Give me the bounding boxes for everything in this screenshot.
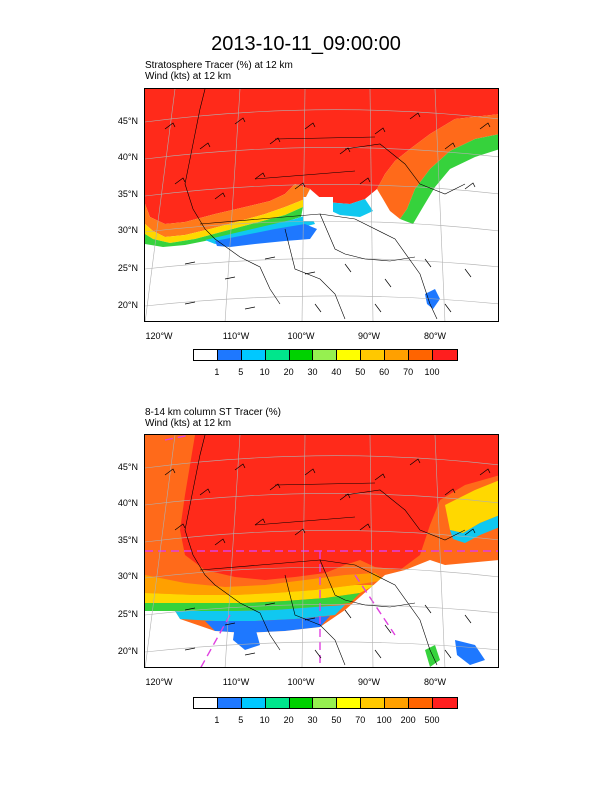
colorbar-tick-label: 5 xyxy=(238,367,244,377)
panel1-subtitle-line2: Wind (kts) at 12 km xyxy=(145,71,232,82)
panel1-colorbar-box xyxy=(385,350,410,360)
panel1-colorbar-box xyxy=(289,350,314,360)
panel1-white-box xyxy=(303,197,333,221)
panel1-colorbar-box xyxy=(241,350,266,360)
colorbar-tick-label: 20 xyxy=(283,715,294,725)
panel2-atlantic-tongue xyxy=(445,480,498,533)
panel1-colorbar-box xyxy=(194,350,218,360)
panel2-lat-40: 40°N xyxy=(117,498,138,508)
colorbar-tick-label: 30 xyxy=(307,715,318,725)
panel1-subtitle-line1: Stratosphere Tracer (%) at 12 km xyxy=(145,60,293,71)
panel2-map-svg xyxy=(145,435,498,667)
panel2-subtitle-line1: 8-14 km column ST Tracer (%) xyxy=(145,407,281,418)
panel2-lat-20: 20°N xyxy=(117,646,138,656)
panel1-colorbar-box xyxy=(432,350,457,360)
colorbar-tick-label: 100 xyxy=(376,715,392,725)
panel1-coastlines xyxy=(184,89,466,320)
map-title: 2013-10-11_09:00:00 xyxy=(211,33,401,55)
panel1-green-edge xyxy=(145,207,303,247)
panel1-colorbar-box xyxy=(337,350,362,360)
panel2-lat-45: 45°N xyxy=(117,462,138,472)
panel1-lat-20: 20°N xyxy=(117,300,138,310)
panel2-gulf-white xyxy=(145,560,498,667)
colorbar-tick-label: 200 xyxy=(400,715,416,725)
panel2-lon-110: 110°W xyxy=(222,677,250,687)
panel1-lat-45: 45°N xyxy=(117,116,138,126)
panel2-lon-100: 100°W xyxy=(287,677,315,687)
colorbar-tick-label: 10 xyxy=(259,715,270,725)
panel2-map xyxy=(144,434,499,668)
panel2-colorbar-box xyxy=(409,698,433,708)
colorbar-tick-label: 500 xyxy=(424,715,440,725)
panel1-blue-patch xyxy=(215,224,317,247)
panel2-lat-25: 25°N xyxy=(117,609,138,619)
panel1-lon-90: 90°W xyxy=(357,331,381,341)
colorbar-tick-label: 50 xyxy=(331,715,342,725)
panel2-colorbar-box xyxy=(337,698,362,708)
panel1-colorbar xyxy=(193,349,458,361)
panel1-lat-25: 25°N xyxy=(117,263,138,273)
panel1-colorbar-box xyxy=(217,350,242,360)
panel1-colorbar-box xyxy=(409,350,433,360)
colorbar-tick-label: 60 xyxy=(379,367,390,377)
panel2-colorbar-box xyxy=(385,698,410,708)
panel2-yellow-band xyxy=(145,585,375,603)
panel1-lat-30: 30°N xyxy=(117,225,138,235)
panel2-green-band xyxy=(145,593,360,611)
panel2-colorbar xyxy=(193,697,458,709)
panel1-lon-110: 110°W xyxy=(222,331,250,341)
panel1-map-svg xyxy=(145,89,498,321)
panel2-colorbar-box xyxy=(241,698,266,708)
panel2-colorbar-box xyxy=(194,698,218,708)
panel2-colorbar-box xyxy=(361,698,386,708)
colorbar-tick-label: 5 xyxy=(238,715,244,725)
panel2-lon-90: 90°W xyxy=(357,677,381,687)
panel1-lon-100: 100°W xyxy=(287,331,315,341)
panel1-lon-120: 120°W xyxy=(145,331,173,341)
colorbar-tick-label: 1 xyxy=(214,367,220,377)
panel1-orange-edge xyxy=(145,184,310,237)
colorbar-tick-label: 70 xyxy=(355,715,366,725)
panel2-colorbar-box xyxy=(313,698,338,708)
panel2-colorbar-box xyxy=(289,698,314,708)
panel1-colorbar-box xyxy=(361,350,386,360)
panel1-lakes-cyan xyxy=(325,199,373,217)
panel1-lat-40: 40°N xyxy=(117,152,138,162)
panel1-map xyxy=(144,88,499,322)
panel2-lon-120: 120°W xyxy=(145,677,173,687)
panel2-caribbean-patch xyxy=(455,640,485,665)
panel1-lat-35: 35°N xyxy=(117,189,138,199)
panel1-wind-barbs xyxy=(164,112,491,313)
colorbar-tick-label: 30 xyxy=(307,367,318,377)
panel1-northeast-green xyxy=(400,134,498,224)
panel2-dashed-box xyxy=(145,435,498,667)
panel1-northeast-tongue xyxy=(377,114,498,219)
colorbar-tick-label: 40 xyxy=(331,367,342,377)
panel1-yellow-edge xyxy=(145,199,305,243)
panel1-colorbar-box xyxy=(313,350,338,360)
panel2-wind-barbs xyxy=(164,458,491,659)
colorbar-tick-label: 70 xyxy=(403,367,414,377)
panel2-lon-80: 80°W xyxy=(423,677,447,687)
panel1-lon-80: 80°W xyxy=(423,331,447,341)
panel2-lat-35: 35°N xyxy=(117,535,138,545)
panel2-lat-30: 30°N xyxy=(117,571,138,581)
colorbar-tick-label: 50 xyxy=(355,367,366,377)
colorbar-tick-label: 10 xyxy=(259,367,270,377)
panel2-coastlines xyxy=(184,435,466,666)
panel2-red-core xyxy=(180,435,498,580)
panel2-colorbar-box xyxy=(265,698,290,708)
panel2-light-orange xyxy=(145,573,385,595)
panel2-colorbar-box xyxy=(217,698,242,708)
panel2-subtitle-line2: Wind (kts) at 12 km xyxy=(145,418,232,429)
panel1-colorbar-box xyxy=(265,350,290,360)
colorbar-tick-label: 100 xyxy=(424,367,440,377)
colorbar-tick-label: 1 xyxy=(214,715,220,725)
panel2-colorbar-box xyxy=(432,698,457,708)
panel1-graticule xyxy=(145,89,498,321)
colorbar-tick-label: 20 xyxy=(283,367,294,377)
